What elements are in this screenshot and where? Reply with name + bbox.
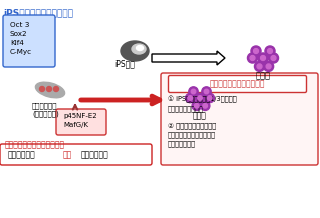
FancyBboxPatch shape bbox=[169, 75, 307, 92]
Circle shape bbox=[258, 53, 268, 63]
Circle shape bbox=[251, 46, 261, 56]
Circle shape bbox=[188, 96, 193, 100]
Circle shape bbox=[260, 56, 266, 60]
FancyBboxPatch shape bbox=[0, 144, 152, 165]
Text: 血小板: 血小板 bbox=[193, 111, 207, 120]
Circle shape bbox=[202, 87, 211, 96]
Circle shape bbox=[198, 96, 202, 100]
Text: ヒト皮膚細胞
(繊維芽細胞): ヒト皮膚細胞 (繊維芽細胞) bbox=[32, 102, 59, 117]
Text: 直接: 直接 bbox=[63, 150, 72, 160]
FancyBboxPatch shape bbox=[3, 15, 55, 67]
Ellipse shape bbox=[137, 46, 143, 51]
Circle shape bbox=[266, 64, 271, 69]
Circle shape bbox=[189, 87, 198, 96]
Circle shape bbox=[201, 101, 210, 111]
Circle shape bbox=[257, 64, 262, 69]
Circle shape bbox=[186, 93, 195, 103]
Circle shape bbox=[46, 87, 52, 92]
Circle shape bbox=[247, 53, 258, 63]
Ellipse shape bbox=[132, 44, 146, 54]
Circle shape bbox=[203, 104, 207, 108]
Circle shape bbox=[264, 61, 274, 72]
Circle shape bbox=[53, 87, 59, 92]
Circle shape bbox=[192, 101, 201, 111]
Text: iPS細胞誘導遺伝子の導入: iPS細胞誘導遺伝子の導入 bbox=[3, 8, 73, 17]
Circle shape bbox=[205, 93, 214, 103]
Ellipse shape bbox=[36, 82, 65, 98]
Circle shape bbox=[191, 89, 196, 94]
Circle shape bbox=[271, 56, 276, 60]
Circle shape bbox=[195, 104, 199, 108]
Circle shape bbox=[250, 56, 255, 60]
Circle shape bbox=[195, 93, 205, 103]
Text: p45NF-E2
MafG/K: p45NF-E2 MafG/K bbox=[63, 113, 97, 128]
Circle shape bbox=[268, 49, 272, 53]
Circle shape bbox=[268, 53, 278, 63]
FancyArrow shape bbox=[152, 51, 225, 65]
Text: iPS細胞: iPS細胞 bbox=[115, 59, 135, 68]
Text: Oct 3
Sox2
Klf4
C-Myc: Oct 3 Sox2 Klf4 C-Myc bbox=[10, 22, 32, 55]
FancyBboxPatch shape bbox=[56, 109, 106, 135]
Text: 血小板への誘導遺伝子の導入: 血小板への誘導遺伝子の導入 bbox=[5, 140, 65, 149]
Ellipse shape bbox=[121, 41, 149, 61]
Circle shape bbox=[265, 46, 275, 56]
Circle shape bbox=[204, 89, 209, 94]
Text: 今回発見された方法の利点: 今回発見された方法の利点 bbox=[209, 80, 265, 89]
Text: 血小板: 血小板 bbox=[255, 71, 270, 80]
Circle shape bbox=[254, 61, 265, 72]
Circle shape bbox=[207, 96, 212, 100]
Text: 血小板を作成: 血小板を作成 bbox=[81, 150, 109, 160]
Circle shape bbox=[253, 49, 259, 53]
Text: ① iPS細胞と比べ約1/3の期間で
　血小板作成が可能: ① iPS細胞と比べ約1/3の期間で 血小板作成が可能 bbox=[168, 96, 236, 112]
Text: 皮膚細胞から: 皮膚細胞から bbox=[8, 150, 36, 160]
Text: ② 血小板のみを作成する
　遺伝子導入のため分化誘
　導効率が高い: ② 血小板のみを作成する 遺伝子導入のため分化誘 導効率が高い bbox=[168, 122, 216, 147]
Circle shape bbox=[39, 87, 44, 92]
FancyBboxPatch shape bbox=[161, 73, 318, 165]
